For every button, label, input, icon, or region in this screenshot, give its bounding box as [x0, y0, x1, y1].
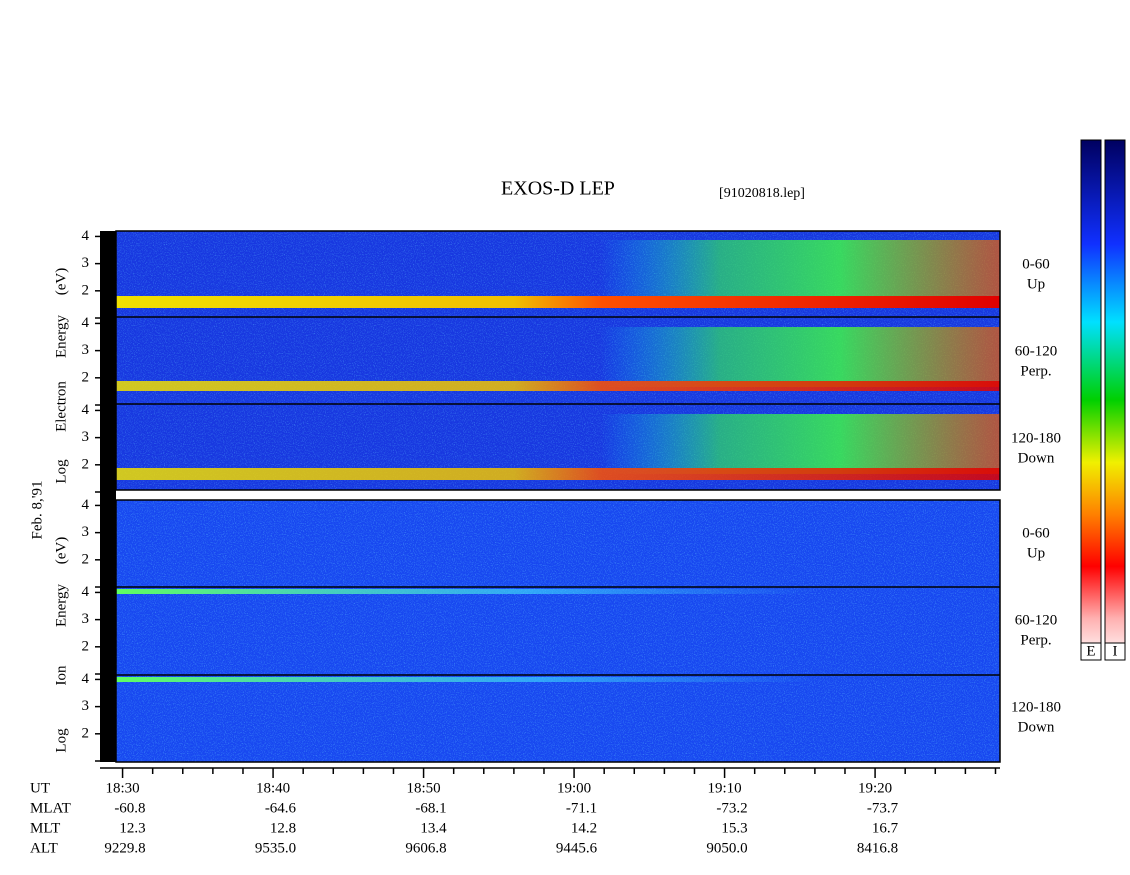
ephemeris-value: 15.3 [721, 820, 747, 836]
panel-direction: Perp. [1020, 363, 1051, 379]
y-tick-label: 4 [82, 584, 90, 600]
y-tick-label: 4 [82, 671, 90, 687]
y-axis-label: Energy [53, 314, 69, 358]
x-tick-label: 18:30 [105, 780, 139, 796]
ephemeris-value: 14.2 [571, 820, 597, 836]
panel-direction: Up [1027, 276, 1045, 292]
ephemeris-value: 8416.8 [857, 840, 898, 856]
y-tick-label: 4 [82, 315, 90, 331]
colorbars: E I [1080, 139, 1126, 661]
y-tick-label: 2 [82, 551, 90, 567]
panel-angle: 60-120 [1015, 612, 1058, 628]
y-axis-label: Electron [53, 381, 69, 432]
ephemeris-value: -64.6 [265, 800, 297, 816]
y-tick-label: 2 [82, 456, 90, 472]
y-tick-label: 2 [82, 725, 90, 741]
ephemeris-label: UT [30, 780, 50, 796]
ephemeris-value: -73.7 [867, 800, 899, 816]
y-axis-label: Log [53, 728, 69, 753]
y-axis-label: Ion [53, 665, 69, 685]
ephemeris-label: MLT [30, 820, 60, 836]
y-tick-label: 3 [82, 698, 90, 714]
ephemeris-value: 12.8 [270, 820, 296, 836]
y-tick-label: 2 [82, 282, 90, 298]
ephemeris-value: -71.1 [566, 800, 597, 816]
panel-angle: 60-120 [1015, 343, 1058, 359]
ephemeris-label: MLAT [30, 800, 71, 816]
ephemeris-value: -60.8 [114, 800, 145, 816]
y-tick-label: 4 [82, 497, 90, 513]
panel-angle: 120-180 [1011, 699, 1061, 715]
spectrogram-images [100, 230, 1001, 763]
y-tick-label: 3 [82, 255, 90, 271]
y-axis-label: Log [53, 459, 69, 484]
ephemeris-label: ALT [30, 840, 58, 856]
y-axis-label: Energy [53, 583, 69, 627]
x-tick-label: 19:10 [707, 780, 741, 796]
panel-direction: Down [1018, 450, 1055, 466]
ephemeris-value: 16.7 [872, 820, 899, 836]
y-tick-label: 3 [82, 429, 90, 445]
ephemeris-value: 9535.0 [255, 840, 296, 856]
panel-direction: Perp. [1020, 632, 1051, 648]
ephemeris-value: 9606.8 [405, 840, 446, 856]
ephemeris-value: 9445.6 [556, 840, 598, 856]
panel-angle: 120-180 [1011, 430, 1061, 446]
x-tick-label: 19:00 [557, 780, 591, 796]
y-tick-label: 3 [82, 524, 90, 540]
ephemeris-value: 12.3 [119, 820, 145, 836]
y-axis-label: (eV) [53, 268, 69, 295]
panel-direction: Up [1027, 545, 1045, 561]
ephemeris-value: -68.1 [415, 800, 446, 816]
ephemeris-value: -73.2 [716, 800, 747, 816]
y-tick-label: 4 [82, 402, 90, 418]
y-tick-label: 4 [82, 228, 90, 244]
ephemeris-value: 9050.0 [706, 840, 747, 856]
panel-angle: 0-60 [1022, 525, 1050, 541]
file-label: [91020818.lep] [719, 186, 805, 201]
y-axis-label: (eV) [53, 537, 69, 564]
y-tick-label: 3 [82, 611, 90, 627]
colorbar-label: E [1086, 643, 1095, 659]
panel-angle: 0-60 [1022, 256, 1050, 272]
x-tick-label: 18:40 [256, 780, 290, 796]
y-tick-label: 2 [82, 638, 90, 654]
ephemeris-value: 9229.8 [104, 840, 145, 856]
panel-direction: Down [1018, 719, 1055, 735]
chart-title: EXOS-D LEP [501, 178, 615, 200]
x-tick-label: 18:50 [406, 780, 440, 796]
y-tick-label: 3 [82, 342, 90, 358]
x-tick-label: 19:20 [858, 780, 892, 796]
colorbar-label: I [1113, 643, 1118, 659]
date-label: Feb. 8,'91 [29, 481, 45, 540]
y-tick-label: 2 [82, 369, 90, 385]
ephemeris-value: 13.4 [420, 820, 447, 836]
